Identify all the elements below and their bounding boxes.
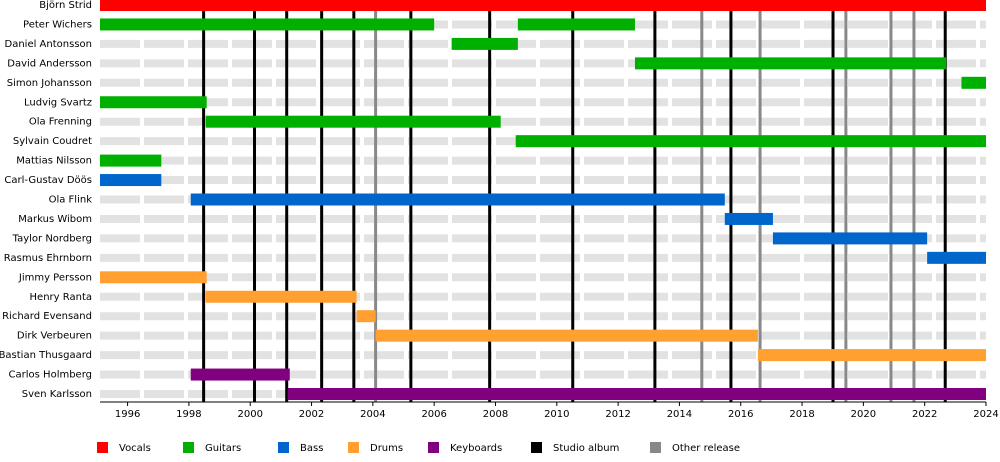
legend-swatch (348, 442, 359, 453)
membership-bar (634, 57, 947, 70)
membership-bar (205, 115, 501, 128)
x-tick-label: 2022 (912, 409, 937, 420)
membership-bar (375, 329, 758, 342)
legend-label: Other release (672, 443, 740, 454)
legend-label: Bass (300, 443, 323, 454)
membership-bar (961, 76, 986, 89)
x-tick-label: 2016 (728, 409, 753, 420)
member-label: Ludvig Svartz (24, 97, 92, 108)
legend-swatch (650, 442, 661, 453)
membership-bar (190, 368, 290, 381)
legend-label: Keyboards (450, 443, 502, 454)
membership-bar (100, 18, 435, 31)
x-tick-label: 2000 (237, 409, 262, 420)
x-tick-label: 2002 (299, 409, 324, 420)
membership-bar (100, 154, 162, 167)
membership-bar (772, 232, 928, 245)
legend-label: Studio album (553, 443, 619, 454)
x-tick-label: 2024 (973, 409, 998, 420)
member-label: Bastian Thusgaard (0, 350, 92, 361)
member-label: Jimmy Persson (18, 272, 92, 283)
membership-bar (517, 18, 635, 31)
member-label: Markus Wibom (18, 214, 92, 225)
x-tick-label: 2004 (360, 409, 385, 420)
x-tick-label: 2008 (483, 409, 508, 420)
membership-bar (724, 212, 773, 225)
member-label: Mattias Nilsson (16, 156, 92, 167)
legend-swatch (428, 442, 439, 453)
membership-bar (356, 310, 376, 323)
member-label: Rasmus Ehrnborn (4, 253, 92, 264)
legend-label: Drums (370, 443, 403, 454)
member-label: Carlos Holmberg (9, 370, 92, 381)
member-label: Simon Johansson (7, 78, 92, 89)
member-label: Taylor Nordberg (12, 233, 92, 244)
x-tick-label: 1998 (176, 409, 201, 420)
legend-label: Vocals (119, 443, 151, 454)
member-label: Henry Ranta (30, 292, 92, 303)
member-label: Ola Flink (49, 195, 93, 206)
member-label: Richard Evensand (2, 311, 92, 322)
x-tick-label: 2020 (851, 409, 876, 420)
x-tick-label: 1996 (115, 409, 140, 420)
member-label: Dirk Verbeuren (17, 331, 92, 342)
membership-bar (100, 96, 207, 109)
membership-bar (515, 135, 986, 148)
x-tick-label: 2012 (605, 409, 630, 420)
membership-bar (287, 388, 986, 400)
member-label: Carl-Gustav Döös (4, 175, 92, 186)
membership-bar (757, 349, 986, 362)
membership-bar (451, 37, 518, 50)
membership-bar (927, 251, 986, 264)
member-label: Sylvain Coudret (13, 136, 92, 147)
member-label: Björn Strid (39, 0, 92, 11)
x-tick-label: 2010 (544, 409, 569, 420)
legend-swatch (531, 442, 542, 453)
x-tick-label: 2006 (421, 409, 446, 420)
legend-label: Guitars (205, 443, 241, 454)
member-label: Sven Karlsson (22, 389, 92, 400)
membership-bar (190, 193, 725, 206)
member-label: Daniel Antonsson (5, 39, 93, 50)
legend-swatch (183, 442, 194, 453)
member-label: Ola Frenning (29, 117, 92, 128)
legend-swatch (278, 442, 289, 453)
x-tick-label: 2014 (667, 409, 692, 420)
x-tick-label: 2018 (789, 409, 814, 420)
membership-bar (100, 174, 162, 187)
membership-bar (205, 290, 357, 303)
membership-bar (100, 0, 986, 11)
member-label: David Andersson (7, 58, 92, 69)
legend-swatch (97, 442, 108, 453)
membership-bar (100, 271, 207, 284)
member-label: Peter Wichers (23, 19, 92, 30)
